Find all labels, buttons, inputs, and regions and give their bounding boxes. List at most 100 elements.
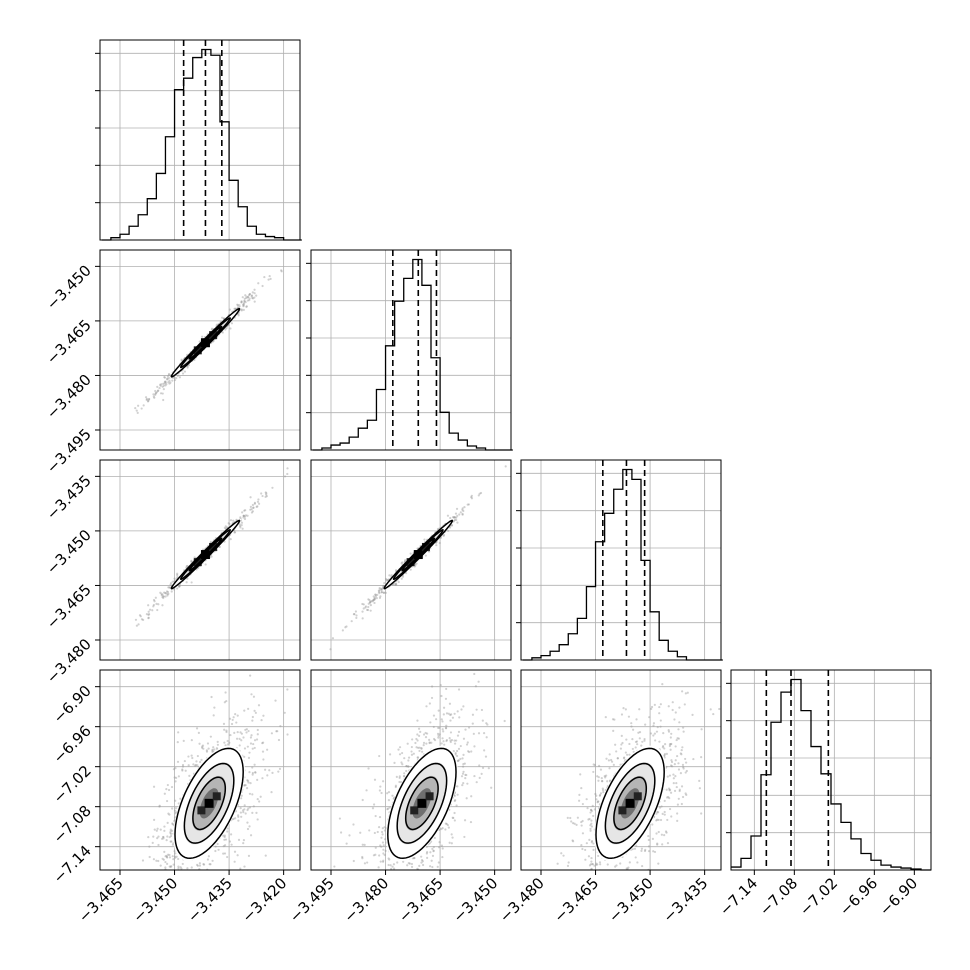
sample-point	[558, 892, 560, 894]
sample-point	[382, 844, 385, 847]
sample-point	[234, 817, 237, 820]
sample-point	[195, 863, 199, 866]
sample-point	[228, 308, 231, 311]
sample-point	[593, 906, 595, 908]
sample-point	[374, 593, 377, 596]
sample-point	[249, 508, 252, 511]
sample-point	[574, 878, 576, 880]
sample-point	[661, 812, 664, 815]
sample-point	[462, 753, 465, 756]
sample-point	[210, 555, 213, 558]
sample-point	[677, 762, 680, 765]
sample-point	[400, 577, 403, 580]
sample-point	[145, 613, 149, 616]
sample-point	[441, 847, 444, 850]
sample-point	[662, 744, 665, 748]
sample-point	[442, 533, 446, 536]
sample-point	[621, 872, 623, 874]
sample-point	[430, 685, 434, 688]
sample-point	[442, 713, 445, 716]
sample-point	[214, 849, 217, 853]
sample-point	[417, 746, 420, 749]
sample-point	[235, 737, 239, 740]
sample-point	[227, 522, 230, 525]
sample-point	[188, 774, 191, 778]
sample-point	[266, 748, 269, 751]
sample-point	[191, 756, 194, 760]
sample-point	[167, 586, 170, 589]
sample-point	[443, 743, 446, 746]
sample-point	[246, 779, 250, 782]
contour-line	[174, 747, 244, 860]
sample-point	[250, 734, 253, 737]
sample-point	[256, 733, 259, 736]
sample-point	[94, 449, 96, 451]
x-tick-label: −7.08	[756, 874, 801, 919]
sample-point	[587, 855, 591, 858]
sample-point	[612, 763, 615, 766]
sample-point	[668, 797, 671, 800]
sample-point	[602, 791, 605, 794]
sample-point	[453, 742, 457, 745]
sample-point	[674, 745, 677, 748]
sample-point	[139, 615, 142, 618]
sample-point	[385, 579, 388, 582]
contour-line	[179, 529, 231, 581]
sample-point	[444, 727, 448, 730]
sample-point	[155, 391, 158, 394]
sample-point	[364, 606, 367, 609]
sample-point	[151, 841, 154, 845]
x-tick-label: −3.450	[605, 874, 657, 926]
sample-point	[194, 763, 198, 767]
sample-point	[379, 785, 382, 788]
sample-point	[603, 775, 606, 778]
sample-point	[362, 603, 365, 606]
sample-point	[239, 806, 242, 810]
sample-point	[366, 917, 368, 919]
sample-point	[615, 864, 618, 867]
sample-point	[165, 788, 168, 791]
sample-point	[248, 297, 251, 300]
sample-point	[246, 296, 250, 299]
sample-point	[692, 757, 695, 761]
sample-point	[160, 383, 163, 386]
sample-point	[251, 766, 254, 769]
sample-point	[253, 292, 256, 295]
sample-point	[459, 511, 462, 514]
sample-point	[230, 722, 234, 726]
sample-point	[384, 849, 387, 852]
sample-point	[159, 383, 162, 386]
sample-point	[239, 525, 242, 528]
sample-point	[392, 874, 394, 876]
sample-point	[462, 762, 465, 766]
sample-point	[616, 757, 619, 760]
sample-point	[380, 791, 383, 795]
sample-point	[647, 902, 649, 904]
sample-point	[602, 876, 604, 878]
sample-point	[432, 850, 435, 853]
sample-point	[456, 785, 459, 788]
sample-point	[233, 531, 236, 534]
sample-point	[242, 516, 245, 519]
sample-point	[240, 739, 243, 742]
sample-point	[665, 765, 668, 768]
sample-point	[438, 726, 441, 729]
sample-point	[239, 526, 242, 529]
sample-point	[337, 872, 339, 874]
sample-point	[655, 730, 659, 733]
sample-point	[355, 614, 358, 617]
sample-point	[217, 848, 220, 851]
sample-point	[169, 830, 172, 833]
sample-point	[397, 898, 399, 900]
sample-point	[471, 654, 473, 656]
density-peak	[425, 792, 434, 801]
sample-point	[157, 603, 160, 606]
sample-point	[569, 883, 571, 885]
sample-point	[462, 705, 465, 708]
density-peak	[421, 542, 430, 551]
sample-point	[454, 799, 457, 802]
sample-point	[249, 736, 253, 739]
sample-point	[450, 738, 454, 742]
sample-point	[283, 475, 287, 478]
sample-point	[176, 587, 179, 590]
